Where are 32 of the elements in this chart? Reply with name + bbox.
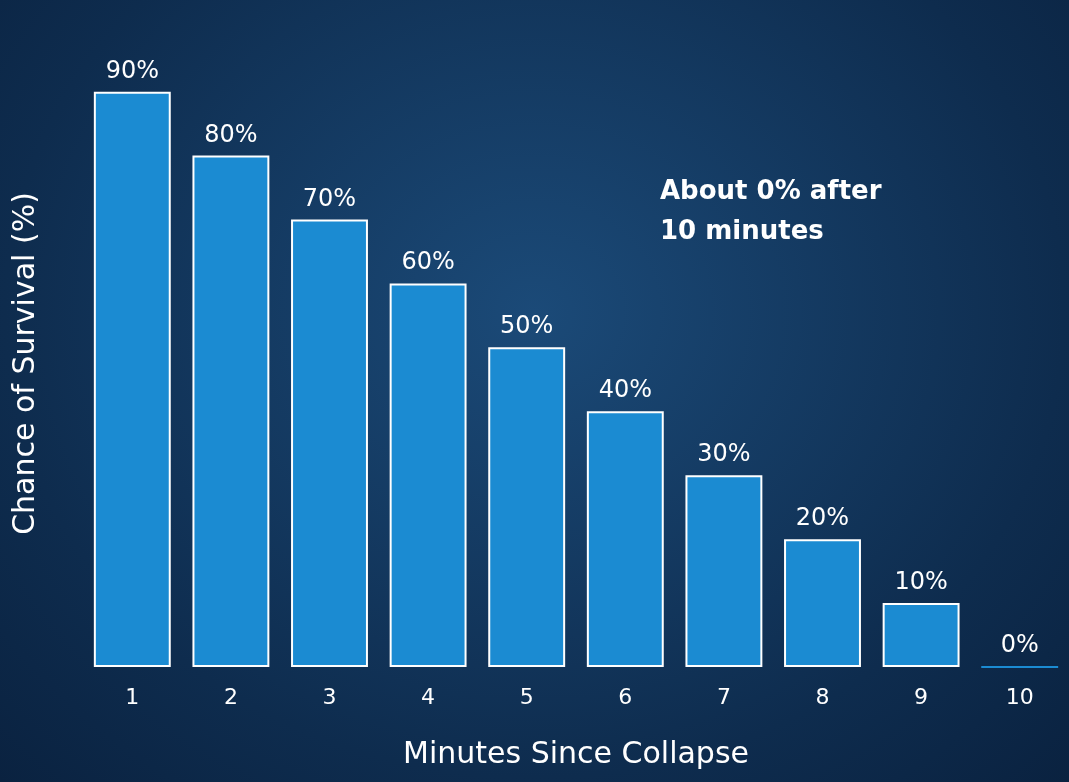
bar [882, 603, 960, 667]
data-label: 60% [401, 247, 455, 276]
bar [488, 347, 566, 667]
annotation: About 0% after 10 minutes [660, 175, 891, 245]
data-label: 70% [302, 183, 357, 212]
x-tick-label: 8 [815, 683, 830, 709]
bar [93, 91, 171, 667]
x-tick-label: 4 [421, 683, 436, 709]
data-label: 0% [1000, 630, 1039, 658]
bar [192, 155, 270, 667]
x-tick-label: 5 [519, 683, 534, 709]
data-label: 80% [204, 119, 258, 148]
x-tick-label: 1 [125, 683, 140, 709]
x-tick-label: 7 [716, 683, 731, 709]
x-tick-label: 9 [914, 683, 929, 709]
data-label: 90% [105, 55, 159, 84]
data-label: 10% [894, 567, 948, 596]
x-tick-label: 10 [1005, 683, 1034, 709]
bar [389, 283, 467, 667]
data-label: 50% [500, 311, 554, 340]
x-tick-label: 3 [322, 683, 337, 709]
x-tick-label: 6 [618, 683, 633, 709]
data-label: 20% [795, 503, 850, 532]
data-label: 30% [697, 439, 751, 468]
data-label: 40% [598, 375, 652, 404]
x-axis-title: Minutes Since Collapse [403, 734, 749, 770]
y-axis-title: Chance of Survival (%) [5, 192, 41, 535]
bar [291, 219, 368, 667]
x-tick-label: 2 [223, 683, 238, 709]
bar [685, 475, 763, 667]
bar [586, 411, 664, 667]
bar [784, 539, 861, 667]
